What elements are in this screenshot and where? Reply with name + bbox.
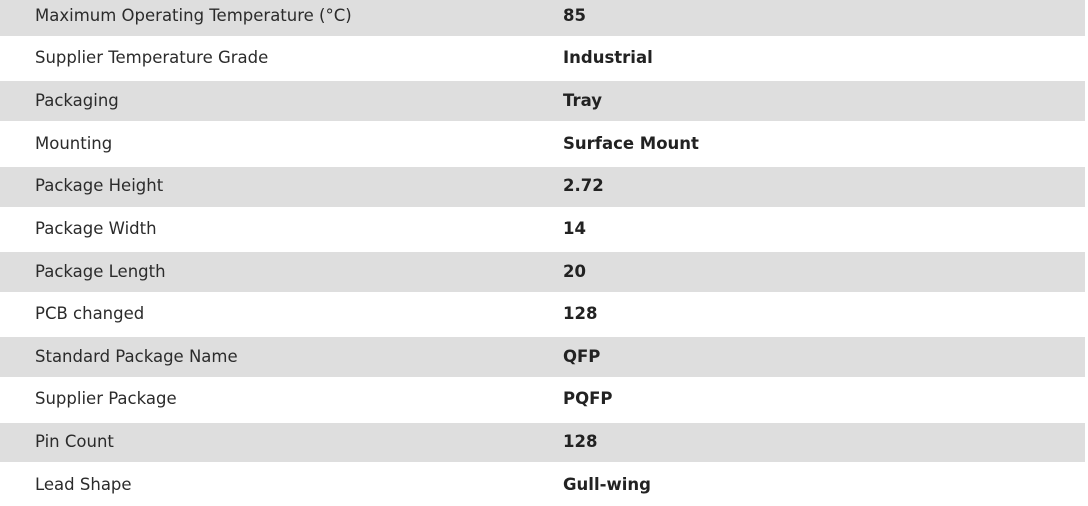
spec-label: Package Width <box>35 218 157 238</box>
spec-row: Mounting Surface Mount <box>0 123 1085 166</box>
spec-value: Gull-wing <box>563 474 651 494</box>
spec-label: Lead Shape <box>35 474 132 494</box>
spec-label: Mounting <box>35 133 113 153</box>
spec-row: Standard Package Name QFP <box>0 336 1085 379</box>
spec-row: PCB changed 128 <box>0 293 1085 336</box>
spec-row: Supplier Temperature Grade Industrial <box>0 37 1085 80</box>
spec-value: PQFP <box>563 389 613 409</box>
spec-row: Maximum Operating Temperature (°C) 85 <box>0 0 1085 37</box>
spec-value: 14 <box>563 218 586 238</box>
spec-label: Packaging <box>35 90 119 110</box>
spec-row: Lead Shape Gull-wing <box>0 464 1085 506</box>
spec-label: Package Height <box>35 176 164 196</box>
spec-value: 128 <box>563 304 598 324</box>
spec-label: PCB changed <box>35 304 145 324</box>
spec-label: Maximum Operating Temperature (°C) <box>35 5 352 25</box>
spec-value: 2.72 <box>563 176 604 196</box>
spec-value: Tray <box>563 90 602 110</box>
spec-row: Package Height 2.72 <box>0 165 1085 208</box>
spec-label: Supplier Temperature Grade <box>35 48 269 68</box>
spec-label: Supplier Package <box>35 389 177 409</box>
spec-row: Package Width 14 <box>0 208 1085 251</box>
spec-label: Package Length <box>35 261 166 281</box>
spec-row: Supplier Package PQFP <box>0 378 1085 421</box>
spec-row: Package Length 20 <box>0 251 1085 294</box>
spec-value: 85 <box>563 5 586 25</box>
spec-value: Surface Mount <box>563 133 699 153</box>
spec-value: Industrial <box>563 48 653 68</box>
spec-value: QFP <box>563 346 601 366</box>
spec-value: 20 <box>563 261 586 281</box>
spec-label: Pin Count <box>35 432 114 452</box>
spec-value: 128 <box>563 432 598 452</box>
spec-row: Pin Count 128 <box>0 421 1085 464</box>
spec-row: Packaging Tray <box>0 80 1085 123</box>
spec-label: Standard Package Name <box>35 346 238 366</box>
